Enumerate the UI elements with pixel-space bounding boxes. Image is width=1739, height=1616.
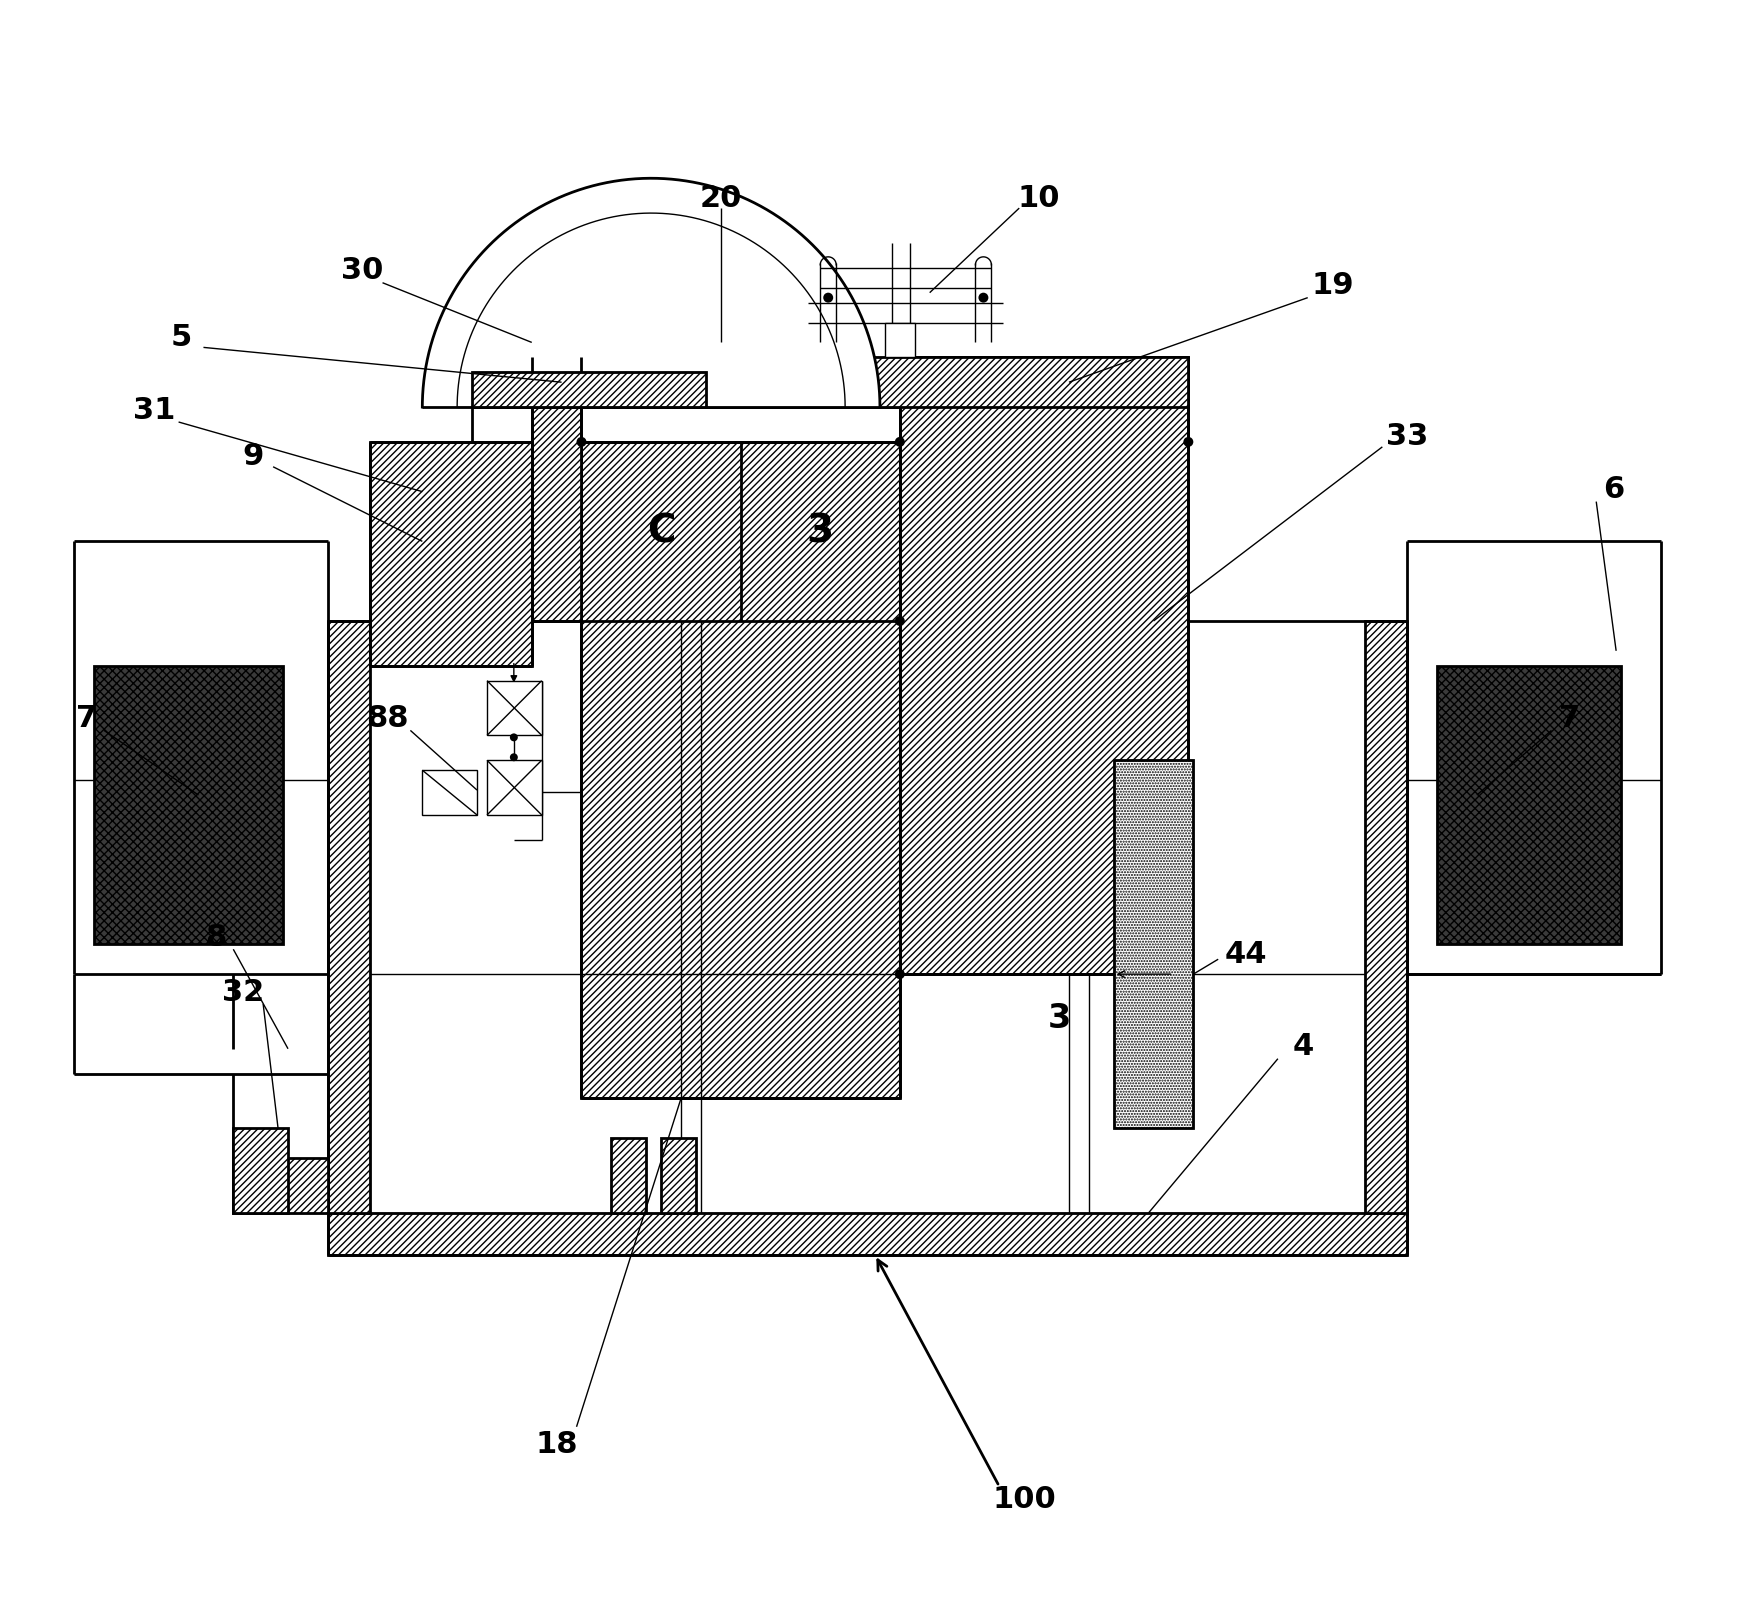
- Text: 33: 33: [1386, 422, 1428, 451]
- Bar: [1365, 621, 1407, 1214]
- Bar: [1436, 666, 1621, 944]
- Circle shape: [576, 436, 586, 448]
- Circle shape: [510, 734, 518, 742]
- Text: 9: 9: [242, 443, 264, 472]
- Text: 32: 32: [223, 978, 264, 1007]
- Text: 19: 19: [1311, 271, 1353, 301]
- Bar: [423, 771, 476, 814]
- Text: 88: 88: [365, 705, 409, 734]
- Bar: [94, 666, 283, 944]
- Text: 20: 20: [699, 184, 741, 213]
- Bar: [885, 323, 915, 357]
- Circle shape: [1183, 436, 1193, 448]
- Bar: [471, 372, 706, 407]
- Bar: [570, 377, 650, 389]
- Bar: [327, 1214, 1407, 1254]
- Circle shape: [823, 292, 833, 302]
- Bar: [487, 760, 541, 814]
- Bar: [369, 441, 532, 666]
- Bar: [532, 357, 581, 621]
- Circle shape: [894, 970, 904, 979]
- Bar: [581, 441, 899, 1099]
- Text: 3: 3: [807, 512, 833, 551]
- Circle shape: [977, 292, 988, 302]
- Text: 18: 18: [536, 1430, 577, 1459]
- Bar: [233, 1159, 327, 1214]
- Text: 31: 31: [132, 396, 176, 425]
- Text: 8: 8: [205, 923, 226, 952]
- Bar: [471, 357, 1188, 407]
- Bar: [487, 680, 541, 735]
- Bar: [1113, 760, 1193, 1128]
- Bar: [233, 1128, 289, 1214]
- Bar: [661, 1138, 696, 1214]
- Circle shape: [894, 616, 904, 625]
- Text: 100: 100: [991, 1485, 1056, 1514]
- Text: 44: 44: [1224, 941, 1266, 968]
- Bar: [610, 1138, 645, 1214]
- Text: 6: 6: [1603, 475, 1624, 504]
- Circle shape: [894, 436, 904, 448]
- Circle shape: [510, 753, 518, 761]
- Text: 5: 5: [170, 323, 191, 352]
- Text: 7: 7: [75, 705, 97, 734]
- Text: 10: 10: [1017, 184, 1059, 213]
- Bar: [899, 357, 1188, 974]
- Text: 7: 7: [1558, 705, 1579, 734]
- Polygon shape: [423, 178, 880, 407]
- Text: 4: 4: [1292, 1033, 1313, 1062]
- Bar: [327, 621, 369, 1214]
- Text: 3: 3: [1047, 1002, 1069, 1036]
- Text: 30: 30: [341, 257, 384, 286]
- Text: C: C: [647, 512, 675, 551]
